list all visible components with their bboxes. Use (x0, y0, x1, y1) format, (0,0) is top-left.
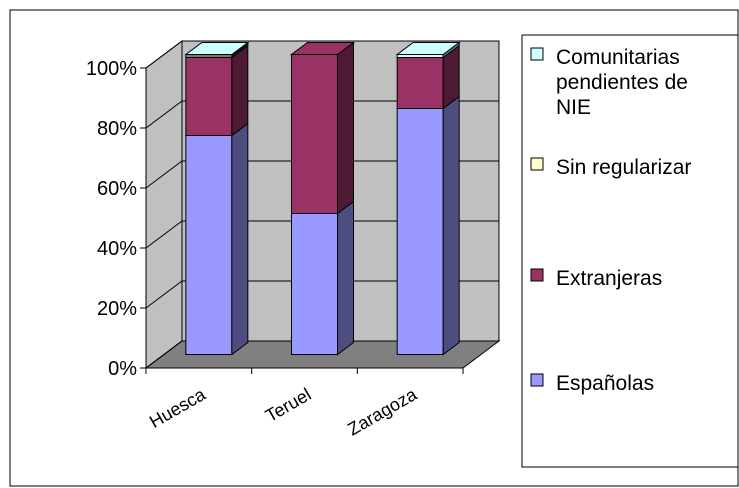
bar-face (185, 57, 233, 136)
legend-box (521, 34, 739, 468)
legend-label: NIE (556, 96, 591, 119)
y-tick-label: 80% (97, 118, 137, 140)
y-tick-label: 20% (97, 298, 137, 320)
y-tick-label: 0% (108, 358, 137, 380)
gridline (145, 220, 499, 249)
bar-top (184, 42, 250, 55)
legend-label: Sin regularizar (556, 156, 691, 179)
bar-face (185, 135, 233, 355)
legend-label: Comunitarias (556, 46, 680, 69)
gridline (145, 280, 499, 309)
bar-face (396, 108, 444, 355)
legend-label: Españolas (556, 372, 654, 395)
bar-face (291, 213, 338, 355)
legend-swatch (530, 157, 544, 171)
bar-face (291, 54, 338, 214)
bar-segment (396, 44, 460, 110)
y-tick-label: 100% (86, 58, 137, 80)
gridline (145, 340, 499, 369)
gridline (145, 40, 499, 69)
bar-top (395, 42, 461, 55)
bar-segment (396, 95, 460, 356)
bar-segment (291, 200, 354, 356)
side-wall (145, 40, 183, 369)
legend-label: pendientes de (556, 71, 688, 94)
bar-top (290, 42, 355, 55)
y-tick-label: 60% (97, 178, 137, 200)
legend-swatch (530, 373, 544, 387)
gridline (145, 160, 499, 189)
bar-side (231, 122, 249, 356)
bar-side (337, 41, 354, 215)
legend-label: Extranjeras (556, 267, 662, 290)
legend-swatch (530, 268, 544, 282)
bar-side (231, 44, 249, 137)
bar-face (396, 57, 444, 109)
y-tick-label: 40% (97, 238, 137, 260)
bar-segment (185, 44, 249, 137)
bar-side (442, 95, 460, 356)
bar-segment (291, 41, 354, 215)
bar-segment (185, 122, 249, 356)
gridline (145, 100, 499, 129)
legend-swatch (530, 47, 544, 61)
bar-side (337, 200, 354, 356)
